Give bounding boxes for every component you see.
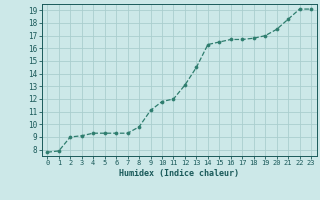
X-axis label: Humidex (Indice chaleur): Humidex (Indice chaleur) (119, 169, 239, 178)
